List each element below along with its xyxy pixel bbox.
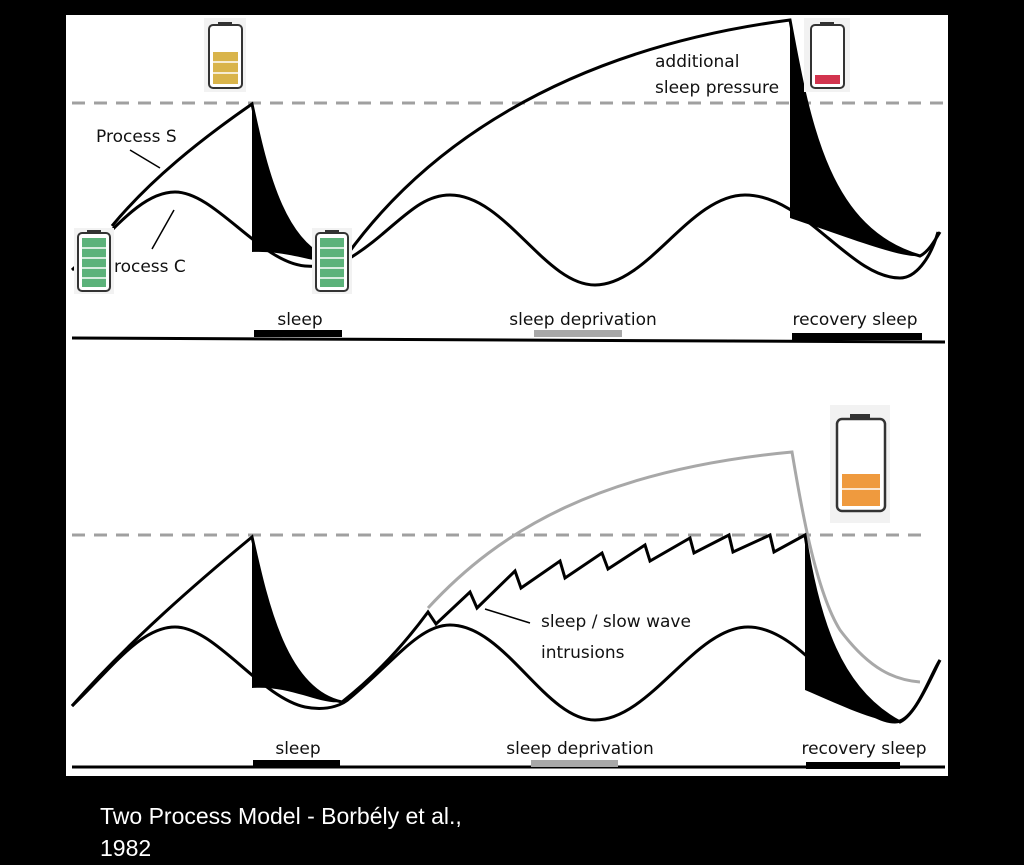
- battery-full-icon: [312, 228, 352, 294]
- intrusions-label-line2: intrusions: [541, 643, 625, 663]
- top-sleep-bar: [254, 330, 342, 337]
- intrusions-label-line1: sleep / slow wave: [541, 612, 691, 632]
- top-panel: Process S Process C additional sleep pre…: [66, 15, 948, 345]
- process-s-pointer: [129, 149, 161, 169]
- top-process-c-curve: [70, 190, 940, 287]
- caption-line1: Two Process Model - Borbély et al.,: [100, 803, 462, 829]
- bottom-sleep-label: sleep: [275, 739, 320, 759]
- process-c-pointer: [151, 209, 175, 250]
- top-recovery-bar: [792, 333, 922, 340]
- bottom-gray-process-s-curve: [426, 450, 921, 684]
- bottom-deprivation-bar: [531, 760, 618, 767]
- battery-full-icon: [74, 228, 114, 294]
- caption-line2: 1982: [100, 835, 151, 861]
- intrusions-pointer: [484, 608, 531, 624]
- bottom-process-s-curve: [70, 532, 942, 724]
- top-recovery-label: recovery sleep: [792, 310, 917, 330]
- battery-low-icon: [804, 18, 850, 92]
- bottom-sleep-wedge: [252, 537, 342, 703]
- top-deprivation-bar: [534, 330, 622, 337]
- bottom-panel: sleep / slow wave intrusions sleep sleep…: [66, 345, 948, 776]
- battery-low-orange-icon: [830, 405, 890, 523]
- top-deprivation-label: sleep deprivation: [509, 310, 657, 330]
- bottom-recovery-bar: [806, 762, 900, 769]
- top-process-s-curve: [110, 18, 942, 264]
- bottom-deprivation-label: sleep deprivation: [506, 739, 654, 759]
- bottom-panel-background: [66, 345, 948, 776]
- process-s-label: Process S: [96, 127, 177, 147]
- process-c-label: Process C: [104, 257, 186, 277]
- bottom-process-c-curve: [70, 623, 942, 724]
- sleep-pressure-label: sleep pressure: [655, 78, 779, 98]
- top-recovery-wedge: [790, 20, 920, 257]
- top-timeline-axis: [71, 336, 946, 344]
- top-sleep-wedge: [252, 104, 342, 263]
- battery-half-icon: [204, 18, 246, 92]
- additional-label: additional: [655, 52, 739, 72]
- top-sleep-label: sleep: [277, 310, 322, 330]
- bottom-recovery-label: recovery sleep: [801, 739, 926, 759]
- bottom-sleep-bar: [253, 760, 340, 767]
